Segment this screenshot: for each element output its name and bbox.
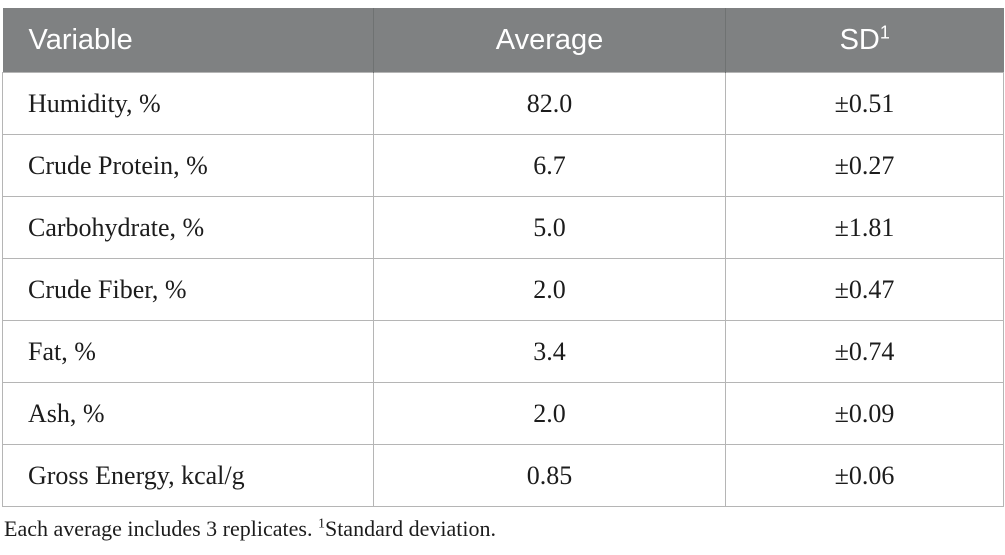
variable-cell: Humidity, % <box>2 72 374 135</box>
footnote-text-after: Standard deviation. <box>324 516 497 541</box>
table-row: Ash, % 2.0 ±0.09 <box>2 382 1004 445</box>
table-body: Humidity, % 82.0 ±0.51 Crude Protein, % … <box>2 72 1004 507</box>
header-cell-average: Average <box>373 8 726 73</box>
variable-cell: Carbohydrate, % <box>2 196 374 259</box>
footnote-text-before: Each average includes 3 replicates. <box>4 516 318 541</box>
table-row: Humidity, % 82.0 ±0.51 <box>2 72 1004 135</box>
sd-cell: ±1.81 <box>725 196 1004 259</box>
average-cell: 3.4 <box>373 320 726 383</box>
table-header: Variable Average SD1 <box>2 8 1004 73</box>
variable-cell: Crude Fiber, % <box>2 258 374 321</box>
variable-cell: Gross Energy, kcal/g <box>2 444 374 507</box>
composition-table: Variable Average SD1 Humidity, % 82.0 ±0… <box>2 8 1004 507</box>
table-row: Crude Protein, % 6.7 ±0.27 <box>2 134 1004 197</box>
table-row: Crude Fiber, % 2.0 ±0.47 <box>2 258 1004 321</box>
average-cell: 0.85 <box>373 444 726 507</box>
table-row: Fat, % 3.4 ±0.74 <box>2 320 1004 383</box>
header-row: Variable Average SD1 <box>2 8 1004 73</box>
table-row: Gross Energy, kcal/g 0.85 ±0.06 <box>2 444 1004 507</box>
average-cell: 5.0 <box>373 196 726 259</box>
sd-cell: ±0.51 <box>725 72 1004 135</box>
table-footnote: Each average includes 3 replicates. 1Sta… <box>2 516 1003 542</box>
average-cell: 2.0 <box>373 258 726 321</box>
variable-cell: Crude Protein, % <box>2 134 374 197</box>
header-average-label: Average <box>495 23 604 56</box>
sd-cell: ±0.27 <box>725 134 1004 197</box>
sd-cell: ±0.47 <box>725 258 1004 321</box>
table-row: Carbohydrate, % 5.0 ±1.81 <box>2 196 1004 259</box>
average-cell: 82.0 <box>373 72 726 135</box>
sd-cell: ±0.06 <box>725 444 1004 507</box>
footnote-superscript: 1 <box>317 516 325 532</box>
sd-cell: ±0.09 <box>725 382 1004 445</box>
sd-cell: ±0.74 <box>725 320 1004 383</box>
average-cell: 2.0 <box>373 382 726 445</box>
header-cell-variable: Variable <box>2 8 374 73</box>
variable-cell: Ash, % <box>2 382 374 445</box>
header-sd-label: SD <box>839 23 880 56</box>
header-cell-sd: SD1 <box>725 8 1004 73</box>
header-sd-superscript: 1 <box>879 21 890 42</box>
header-variable-label: Variable <box>28 23 133 56</box>
average-cell: 6.7 <box>373 134 726 197</box>
variable-cell: Fat, % <box>2 320 374 383</box>
